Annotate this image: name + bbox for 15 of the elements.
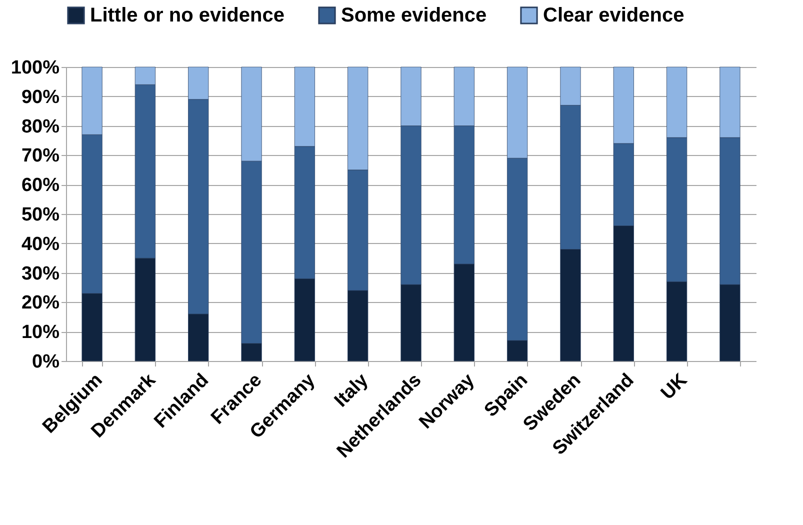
legend-label: Some evidence xyxy=(341,4,487,26)
y-tick-label: 30% xyxy=(21,263,60,284)
legend-label: Little or no evidence xyxy=(90,4,284,26)
y-tick-label: 40% xyxy=(21,234,60,255)
x-tick-label: UK xyxy=(657,370,692,404)
legend-label: Clear evidence xyxy=(543,4,684,26)
y-tick-label: 90% xyxy=(21,86,60,108)
y-tick-label: 10% xyxy=(21,322,60,344)
y-tick-label: 80% xyxy=(21,116,60,138)
y-tick-label: 0% xyxy=(32,352,60,372)
y-tick-label: 20% xyxy=(21,292,60,314)
y-tick-label: 60% xyxy=(21,175,60,196)
y-tick-label: 70% xyxy=(21,146,60,167)
y-tick-label: 50% xyxy=(21,204,60,226)
y-tick-label: 100% xyxy=(10,58,60,78)
